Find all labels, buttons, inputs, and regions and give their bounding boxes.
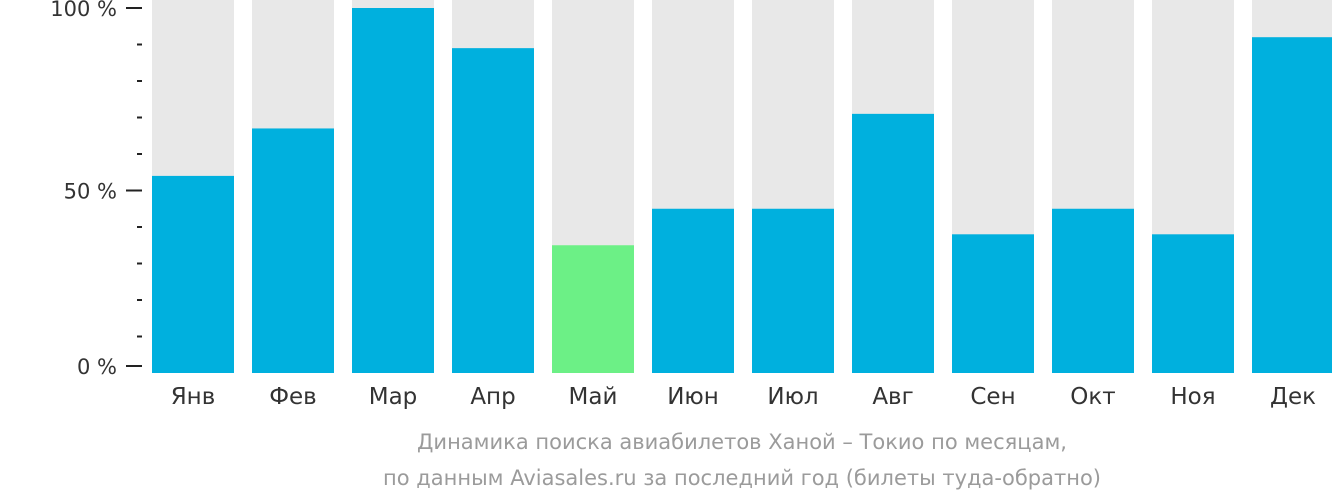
bar-7 xyxy=(752,208,834,373)
x-tick-label: Ноя xyxy=(1170,384,1215,410)
x-tick-label: Фев xyxy=(269,384,317,410)
x-tick-label: Май xyxy=(569,384,618,410)
bar-4 xyxy=(452,48,534,374)
bar-6 xyxy=(652,208,734,373)
bar-11 xyxy=(1152,234,1234,373)
y-tick-label: 0 % xyxy=(77,355,117,379)
x-axis-labels: Янв Фев Мар Апр Май Июн Июл Авг Сен Окт Ноя Дек xyxy=(171,384,1316,410)
y-tick-label: 50 % xyxy=(64,180,117,204)
x-tick-label: Дек xyxy=(1270,384,1316,410)
x-tick-label: Сен xyxy=(970,384,1015,410)
x-tick-label: Окт xyxy=(1070,384,1115,410)
bar-2 xyxy=(252,128,334,373)
bar-9 xyxy=(952,234,1034,373)
bar-10 xyxy=(1052,208,1134,373)
x-tick-label: Июн xyxy=(667,384,719,410)
x-tick-label: Июл xyxy=(767,384,818,410)
bar-3 xyxy=(352,8,434,373)
bar-12 xyxy=(1252,37,1332,373)
bar-1 xyxy=(152,175,234,373)
bars xyxy=(152,0,1332,374)
x-tick-label: Мар xyxy=(369,384,418,410)
bar-8 xyxy=(852,113,934,373)
chart-subtitle: по данным Aviasales.ru за последний год … xyxy=(383,466,1101,490)
y-tick-label: 100 % xyxy=(50,0,117,21)
x-tick-label: Авг xyxy=(872,384,913,410)
y-axis: 0 % 50 % 100 % xyxy=(50,0,142,379)
x-tick-label: Апр xyxy=(470,384,515,410)
x-tick-label: Янв xyxy=(171,384,216,410)
bar-5 xyxy=(552,245,634,373)
chart-title: Динамика поиска авиабилетов Ханой – Токи… xyxy=(417,430,1067,454)
